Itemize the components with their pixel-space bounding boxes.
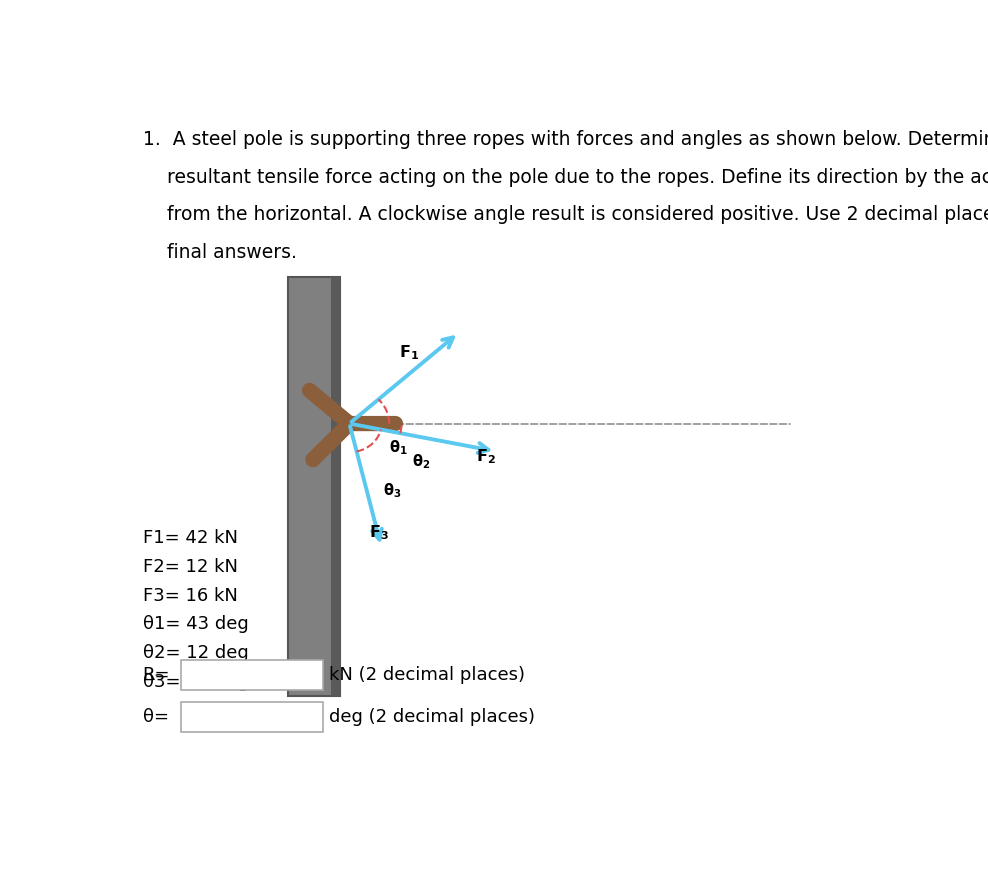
- Text: F1= 42 kN: F1= 42 kN: [142, 529, 238, 548]
- Text: final answers.: final answers.: [142, 243, 296, 261]
- Text: θ1= 43 deg: θ1= 43 deg: [142, 615, 248, 633]
- Text: kN (2 decimal places): kN (2 decimal places): [329, 665, 525, 684]
- Text: $\mathbf{F_2}$: $\mathbf{F_2}$: [475, 447, 496, 466]
- Text: 47.25: 47.25: [189, 665, 240, 684]
- Text: from the horizontal. A clockwise angle result is considered positive. Use 2 deci: from the horizontal. A clockwise angle r…: [142, 206, 988, 224]
- Text: $\mathbf{F_3}$: $\mathbf{F_3}$: [369, 524, 388, 542]
- FancyBboxPatch shape: [181, 702, 322, 732]
- Text: θ=: θ=: [142, 708, 169, 726]
- Text: 1.  A steel pole is supporting three ropes with forces and angles as shown below: 1. A steel pole is supporting three rope…: [142, 130, 988, 149]
- Text: θ2= 12 deg: θ2= 12 deg: [142, 644, 248, 662]
- Text: θ3= 77 deg: θ3= 77 deg: [142, 672, 249, 690]
- Text: resultant tensile force acting on the pole due to the ropes. Define its directio: resultant tensile force acting on the po…: [142, 167, 988, 187]
- Bar: [288, 277, 340, 696]
- Text: R=: R=: [142, 665, 170, 684]
- Text: $\mathbf{\theta_1}$: $\mathbf{\theta_1}$: [389, 439, 408, 457]
- Bar: [331, 277, 340, 696]
- Text: $\mathbf{\theta_2}$: $\mathbf{\theta_2}$: [412, 452, 431, 470]
- Text: F2= 12 kN: F2= 12 kN: [142, 558, 238, 576]
- Text: $\mathbf{\theta_3}$: $\mathbf{\theta_3}$: [383, 482, 401, 501]
- Text: F3= 16 kN: F3= 16 kN: [142, 587, 237, 604]
- Text: $\mathbf{F_1}$: $\mathbf{F_1}$: [399, 344, 419, 362]
- Text: deg (2 decimal places): deg (2 decimal places): [329, 708, 535, 726]
- FancyBboxPatch shape: [181, 659, 322, 689]
